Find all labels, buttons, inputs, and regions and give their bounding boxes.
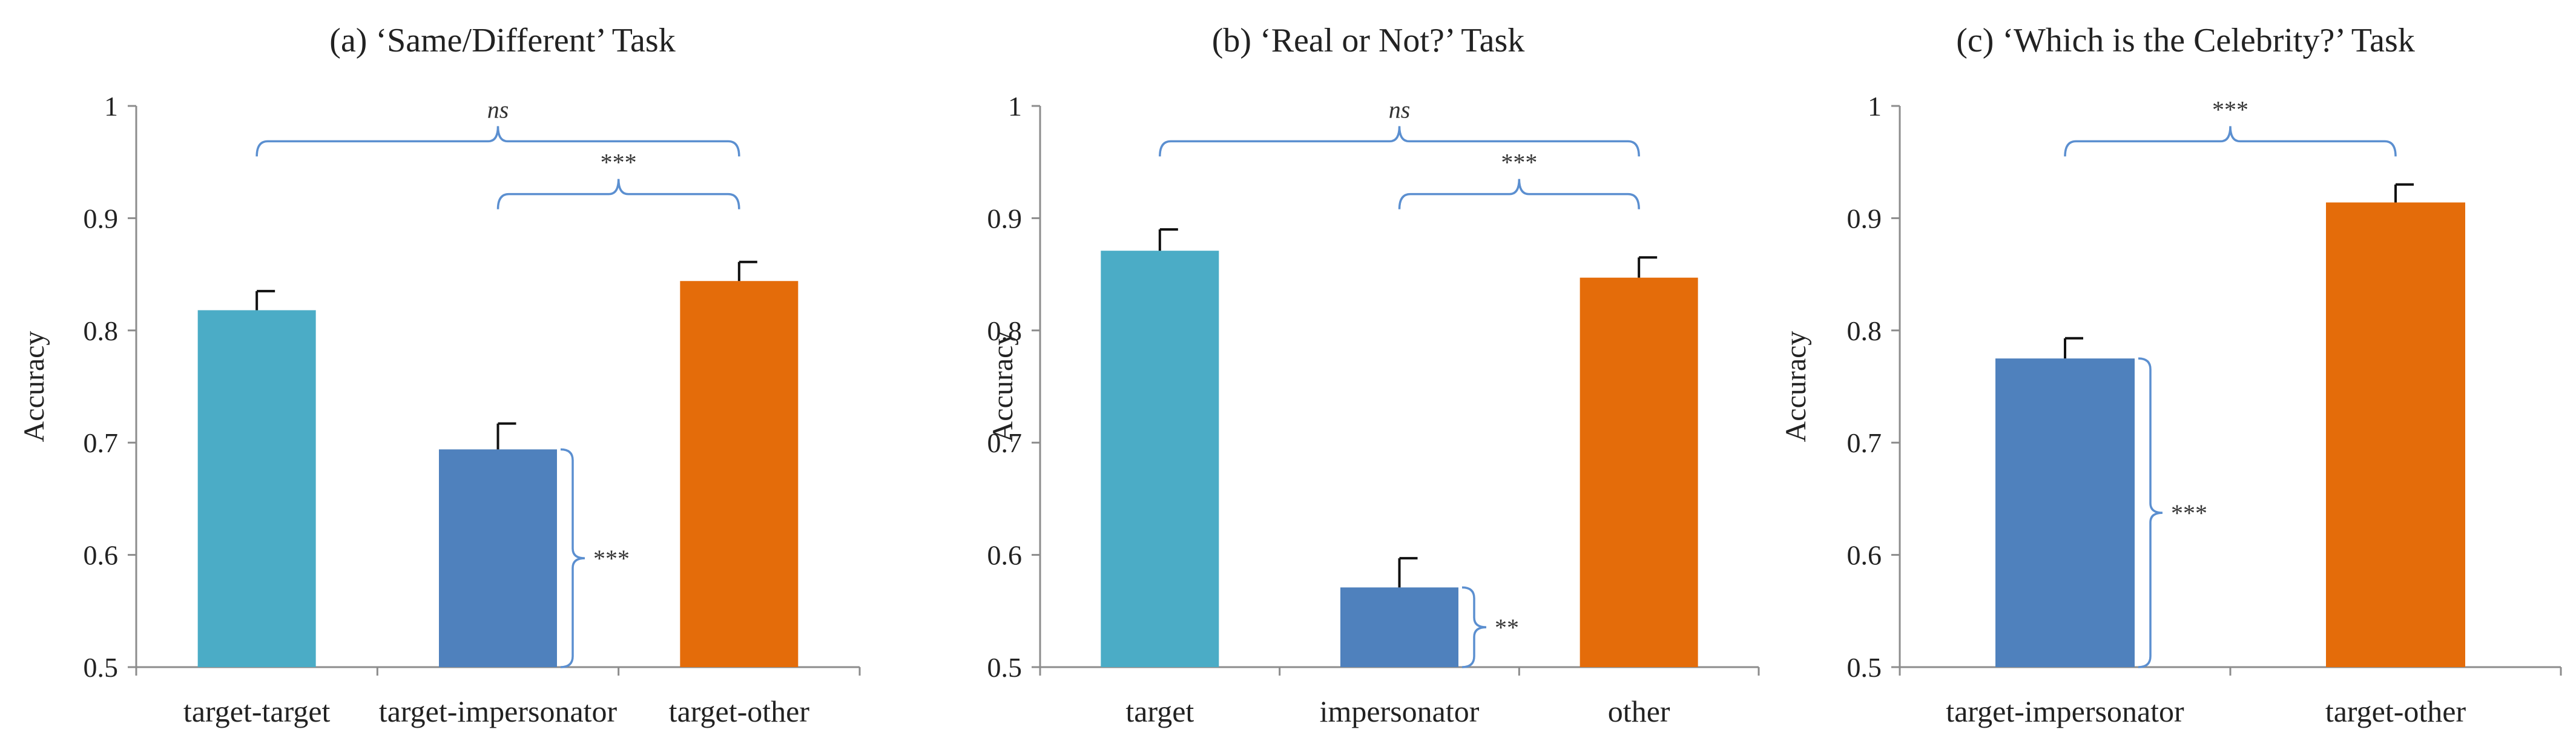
x-tick-label: target-impersonator — [1946, 694, 2184, 728]
y-tick-label: 0.7 — [987, 427, 1023, 458]
x-tick-label: impersonator — [1320, 694, 1480, 728]
chart-title: (c) ‘Which is the Celebrity?’ Task — [1956, 22, 2415, 59]
significance-bracket — [255, 126, 740, 157]
y-tick-label: 0.9 — [84, 203, 119, 234]
y-tick-label: 0.8 — [1847, 315, 1882, 346]
y-tick-label: 0.5 — [987, 652, 1023, 683]
bar-target-other — [680, 281, 799, 667]
y-tick-label: 0.6 — [84, 540, 119, 571]
chart-title: (b) ‘Real or Not?’ Task — [1212, 22, 1525, 59]
significance-bracket — [2064, 126, 2397, 157]
x-tick-label: target-other — [2325, 694, 2466, 728]
y-axis-label: Accuracy — [987, 331, 1019, 443]
side-bracket — [560, 448, 585, 668]
bar-target-target — [197, 310, 316, 667]
x-tick-label: target-other — [669, 694, 810, 728]
panel-a: (a) ‘Same/Different’ Task Accuracy 0.5 0.6 0… — [18, 22, 861, 728]
y-tick-label: 1 — [1868, 91, 1882, 122]
panel-b: (b) ‘Real or Not?’ Task Accuracy 0.5 0.6 0.7… — [987, 22, 1760, 728]
y-tick-label: 1 — [104, 91, 118, 122]
x-tick-label: other — [1608, 694, 1670, 728]
significance-label: *** — [1501, 149, 1537, 176]
significance-bracket — [1159, 126, 1640, 157]
y-tick-label: 0.8 — [84, 315, 119, 346]
significance-bracket — [1398, 179, 1640, 209]
y-tick-label: 0.6 — [1847, 540, 1882, 571]
y-tick-label: 0.6 — [987, 540, 1023, 571]
bar-target — [1101, 251, 1219, 667]
x-tick-label: target-impersonator — [379, 694, 618, 728]
significance-label: ** — [1495, 614, 1519, 641]
bar-other — [1580, 277, 1698, 667]
y-tick-label: 0.5 — [1847, 652, 1882, 683]
bar-target-impersonator — [439, 449, 557, 667]
y-tick-label: 0.7 — [1847, 427, 1882, 458]
significance-bracket — [496, 179, 740, 209]
side-bracket — [1461, 586, 1487, 668]
y-tick-label: 1 — [1008, 91, 1022, 122]
y-tick-label: 0.9 — [987, 203, 1023, 234]
bar-target-impersonator — [1995, 358, 2135, 667]
y-axis-label: Accuracy — [1780, 331, 1812, 443]
x-tick-label: target — [1125, 694, 1194, 728]
panel-c: (c) ‘Which is the Celebrity?’ Task Accura… — [1780, 22, 2562, 728]
y-tick-label: 0.7 — [84, 427, 119, 458]
x-tick-label: target-target — [183, 694, 331, 728]
y-tick-label: 0.9 — [1847, 203, 1882, 234]
chart-title: (a) ‘Same/Different’ Task — [329, 22, 675, 59]
significance-label: ns — [1389, 96, 1411, 123]
bar-target-other — [2326, 202, 2465, 668]
side-bracket — [2138, 357, 2163, 668]
significance-label: *** — [2212, 96, 2248, 123]
bar-impersonator — [1340, 587, 1458, 667]
significance-label: *** — [593, 545, 630, 572]
y-tick-label: 0.8 — [987, 315, 1023, 346]
y-axis-label: Accuracy — [18, 331, 50, 443]
y-tick-label: 0.5 — [84, 652, 119, 683]
significance-label: *** — [2171, 499, 2207, 527]
significance-label: ns — [487, 96, 509, 123]
significance-label: *** — [601, 149, 637, 176]
